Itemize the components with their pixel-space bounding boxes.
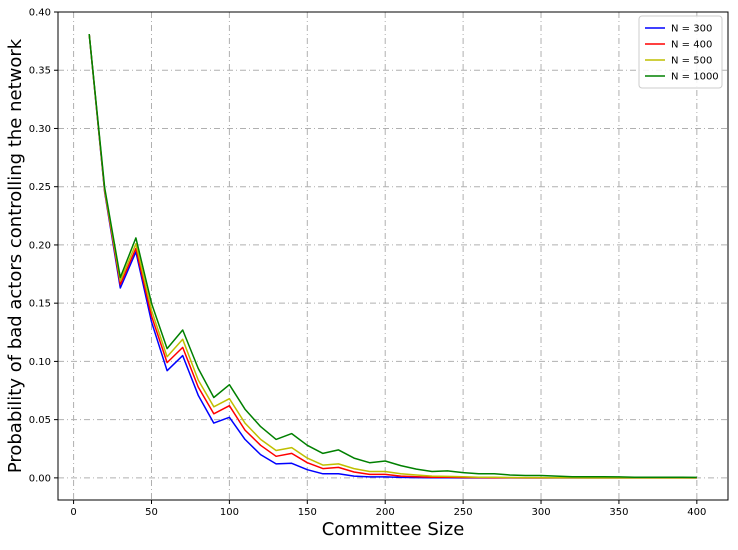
x-tick-label: 250: [454, 507, 473, 518]
x-tick-label: 200: [376, 507, 395, 518]
y-tick-label: 0.10: [29, 357, 51, 368]
x-tick-label: 300: [531, 507, 550, 518]
x-tick-label: 150: [298, 507, 317, 518]
x-tick-label: 100: [220, 507, 239, 518]
y-tick-label: 0.25: [29, 182, 51, 193]
x-tick-label: 0: [70, 507, 76, 518]
legend-label: N = 300: [671, 24, 712, 35]
y-tick-label: 0.05: [29, 415, 51, 426]
ticks: 0 50 100 150 200 250 300 350 400 0.00 0.05 0.10 0.15…: [29, 8, 707, 519]
plot-background: [58, 12, 728, 500]
y-tick-label: 0.30: [29, 124, 51, 135]
y-tick-label: 0.15: [29, 299, 51, 310]
x-tick-label: 350: [609, 507, 628, 518]
plot-frame: [57, 11, 729, 501]
legend-label: N = 500: [671, 56, 712, 67]
x-tick-label: 50: [145, 507, 158, 518]
series-line: [88, 34, 697, 479]
legend-label: N = 400: [671, 40, 712, 51]
y-axis-label: Probability of bad actors controlling th…: [5, 38, 26, 473]
series-line: [88, 34, 697, 479]
series-lines: [88, 34, 697, 479]
x-tick-label: 400: [687, 507, 706, 518]
legend: N = 300 N = 400 N = 500 N = 1000: [638, 15, 723, 89]
y-tick-label: 0.40: [29, 8, 51, 19]
legend-box: [638, 15, 723, 89]
legend-label: N = 1000: [671, 72, 719, 83]
y-tick-label: 0.20: [29, 240, 51, 251]
x-axis-label: Committee Size: [322, 519, 465, 540]
y-tick-label: 0.00: [29, 473, 51, 484]
y-tick-label: 0.35: [29, 66, 51, 77]
